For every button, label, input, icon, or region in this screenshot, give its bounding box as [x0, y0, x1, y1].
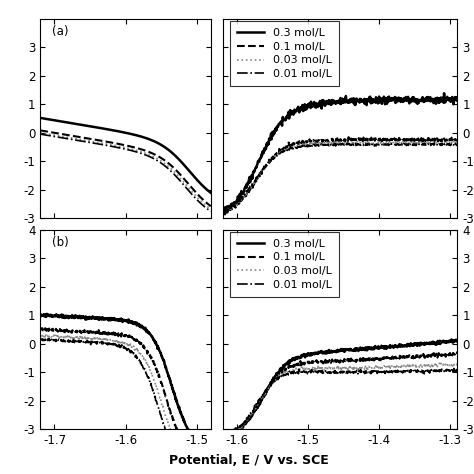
0.03 mol/L: [262, 165, 268, 171]
0.01 mol/L: [220, 432, 226, 438]
0.3 mol/L: [455, 95, 460, 100]
Text: (a): (a): [52, 25, 69, 38]
0.03 mol/L: [220, 432, 226, 438]
0.3 mol/L: [327, 99, 332, 104]
0.1 mol/L: [455, 138, 460, 144]
0.1 mol/L: [377, 137, 383, 143]
0.01 mol/L: [377, 141, 383, 147]
Text: Potential, E / V vs. SCE: Potential, E / V vs. SCE: [169, 454, 329, 467]
0.03 mol/L: [327, 139, 332, 145]
0.1 mol/L: [359, 356, 365, 362]
Legend: 0.3 mol/L, 0.1 mol/L, 0.03 mol/L, 0.01 mol/L: 0.3 mol/L, 0.1 mol/L, 0.03 mol/L, 0.01 m…: [230, 232, 339, 297]
0.03 mol/L: [327, 365, 332, 371]
0.01 mol/L: [262, 389, 268, 394]
0.3 mol/L: [222, 211, 228, 217]
0.1 mol/L: [346, 134, 351, 140]
0.03 mol/L: [221, 433, 227, 439]
0.01 mol/L: [359, 368, 365, 374]
0.3 mol/L: [359, 347, 365, 353]
0.1 mol/L: [262, 164, 268, 170]
0.01 mol/L: [455, 367, 460, 373]
0.3 mol/L: [262, 147, 268, 153]
0.01 mol/L: [455, 142, 460, 147]
0.1 mol/L: [220, 432, 226, 438]
0.03 mol/L: [455, 360, 460, 365]
0.1 mol/L: [281, 367, 286, 373]
0.3 mol/L: [377, 345, 383, 351]
0.01 mol/L: [262, 164, 268, 170]
0.03 mol/L: [262, 391, 268, 396]
0.1 mol/L: [359, 138, 365, 144]
0.01 mol/L: [220, 209, 226, 215]
Line: 0.1 mol/L: 0.1 mol/L: [223, 137, 457, 214]
0.03 mol/L: [397, 365, 403, 370]
0.03 mol/L: [359, 140, 365, 146]
0.01 mol/L: [377, 369, 383, 374]
0.03 mol/L: [359, 365, 365, 371]
0.01 mol/L: [345, 140, 350, 146]
0.03 mol/L: [281, 371, 286, 376]
Line: 0.03 mol/L: 0.03 mol/L: [223, 363, 457, 436]
0.01 mol/L: [397, 370, 403, 375]
0.01 mol/L: [452, 365, 457, 371]
0.01 mol/L: [221, 210, 227, 215]
0.3 mol/L: [327, 349, 332, 355]
0.1 mol/L: [327, 138, 332, 144]
0.3 mol/L: [441, 91, 447, 96]
Line: 0.3 mol/L: 0.3 mol/L: [223, 339, 457, 436]
0.3 mol/L: [221, 433, 227, 438]
0.1 mol/L: [455, 351, 460, 356]
Line: 0.1 mol/L: 0.1 mol/L: [223, 352, 457, 435]
0.1 mol/L: [377, 357, 383, 363]
0.1 mol/L: [397, 137, 403, 142]
0.3 mol/L: [397, 343, 403, 348]
0.01 mol/L: [281, 373, 286, 379]
0.1 mol/L: [221, 211, 227, 217]
0.01 mol/L: [327, 370, 332, 375]
Legend: 0.3 mol/L, 0.1 mol/L, 0.03 mol/L, 0.01 mol/L: 0.3 mol/L, 0.1 mol/L, 0.03 mol/L, 0.01 m…: [230, 21, 339, 86]
0.3 mol/L: [281, 117, 286, 123]
0.03 mol/L: [220, 209, 226, 214]
Line: 0.03 mol/L: 0.03 mol/L: [223, 141, 457, 213]
0.03 mol/L: [281, 147, 286, 153]
0.3 mol/L: [377, 97, 383, 103]
0.3 mol/L: [281, 364, 286, 370]
0.1 mol/L: [220, 210, 226, 216]
0.3 mol/L: [397, 96, 403, 102]
0.01 mol/L: [327, 142, 332, 148]
0.3 mol/L: [220, 206, 226, 211]
0.1 mol/L: [397, 353, 403, 359]
0.03 mol/L: [397, 139, 403, 145]
0.1 mol/L: [281, 146, 286, 151]
0.1 mol/L: [220, 431, 226, 437]
0.01 mol/L: [223, 433, 229, 438]
0.3 mol/L: [455, 337, 460, 343]
0.3 mol/L: [449, 337, 455, 342]
Text: (b): (b): [52, 236, 69, 249]
Line: 0.3 mol/L: 0.3 mol/L: [223, 93, 457, 214]
0.03 mol/L: [377, 366, 383, 372]
0.03 mol/L: [455, 140, 460, 146]
Line: 0.01 mol/L: 0.01 mol/L: [223, 143, 457, 212]
0.3 mol/L: [262, 390, 268, 396]
0.01 mol/L: [281, 149, 286, 155]
0.1 mol/L: [262, 391, 268, 396]
Line: 0.01 mol/L: 0.01 mol/L: [223, 368, 457, 436]
0.3 mol/L: [220, 430, 226, 436]
0.03 mol/L: [377, 139, 383, 145]
0.03 mol/L: [221, 210, 227, 216]
0.03 mol/L: [451, 138, 456, 144]
0.3 mol/L: [359, 99, 365, 105]
0.01 mol/L: [397, 142, 403, 148]
0.1 mol/L: [327, 357, 332, 363]
0.1 mol/L: [454, 349, 460, 355]
0.01 mol/L: [359, 142, 365, 148]
